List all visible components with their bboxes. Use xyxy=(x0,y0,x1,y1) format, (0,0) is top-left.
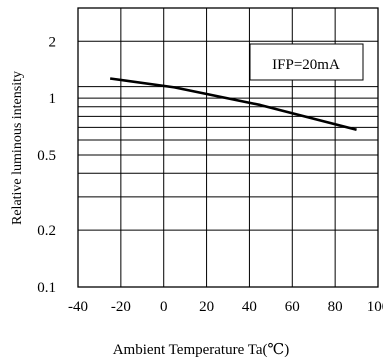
y-tick-label: 0.2 xyxy=(37,223,56,239)
annotation-box: IFP=20mA xyxy=(249,43,364,81)
y-tick-label: 0.1 xyxy=(37,280,56,296)
y-axis-label: Relative luminous intensity xyxy=(10,71,25,225)
series-layer xyxy=(109,77,357,132)
x-tick-label: 0 xyxy=(160,299,168,315)
y-tick-label: 0.5 xyxy=(37,148,56,164)
annotation-label: IFP=20mA xyxy=(272,57,340,73)
x-tick-label: 40 xyxy=(242,299,257,315)
x-tick-label: 20 xyxy=(199,299,214,315)
x-axis-label: Ambient Temperature Ta(℃) xyxy=(113,342,290,358)
x-tick-label: -40 xyxy=(68,299,88,315)
x-tick-label: 80 xyxy=(328,299,343,315)
x-tick-label: 100 xyxy=(367,299,383,315)
series-line xyxy=(109,77,357,132)
y-tick-label: 2 xyxy=(49,34,57,50)
x-tick-label: -20 xyxy=(111,299,131,315)
x-tick-label: 60 xyxy=(285,299,300,315)
plot-frame xyxy=(77,7,379,288)
y-tick-label: 1 xyxy=(49,91,57,107)
tick-labels: -40 -20 0 20 40 60 80 100 2 1 0.5 0.2 0.1 xyxy=(37,34,383,315)
